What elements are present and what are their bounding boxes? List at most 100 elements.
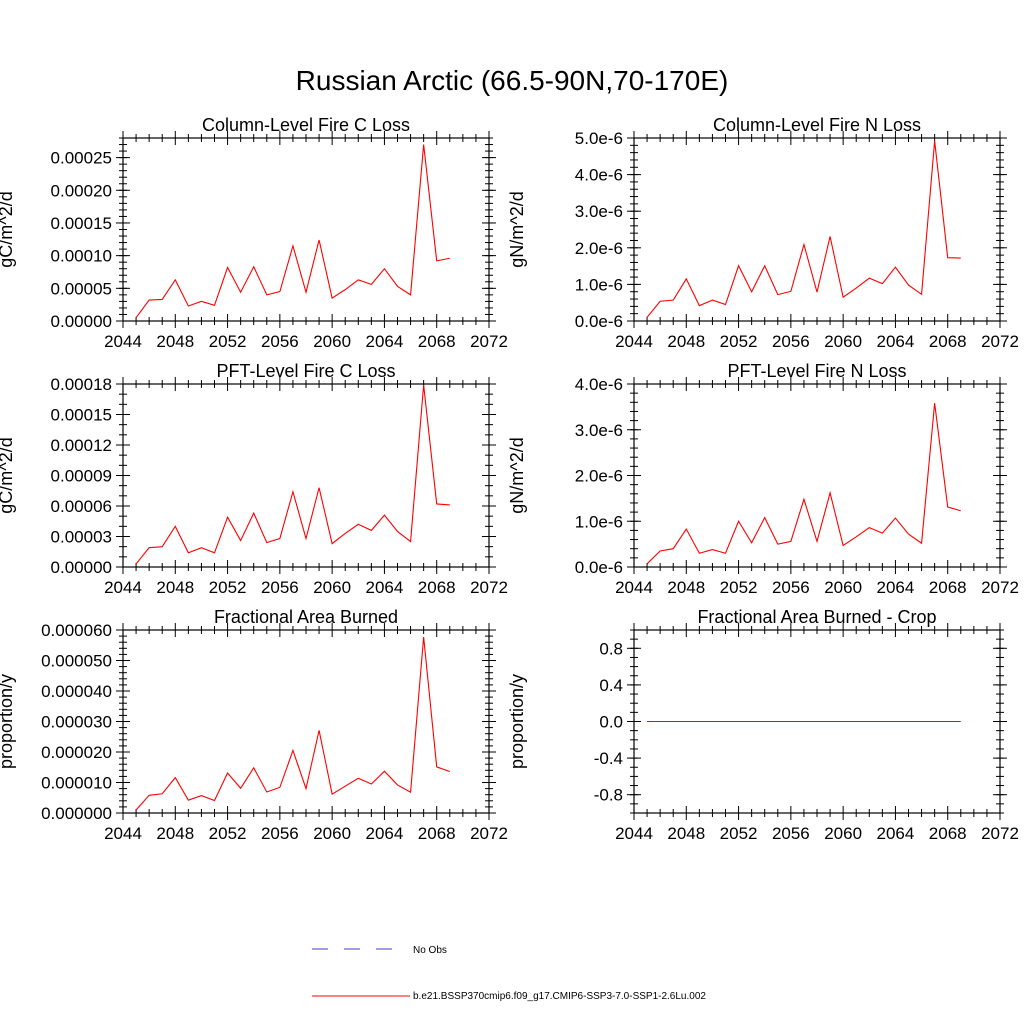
y-tick-label: 0.00010	[51, 247, 112, 266]
panel-2: Column-Level Fire N Loss gN/m^2/d 2044 2048…	[507, 115, 1019, 351]
x-tick-label: 2060	[313, 578, 351, 597]
y-tick-label: 5.0e-6	[575, 129, 623, 148]
y-tick-label: 0.00000	[51, 312, 112, 331]
y-tick-label: 0.00003	[51, 528, 112, 547]
x-tick-label: 2052	[209, 578, 247, 597]
y-tick-label: 0.8	[599, 639, 623, 658]
x-tick-label: 2056	[261, 578, 299, 597]
y-tick-label: 0.000050	[41, 652, 112, 671]
panel-title: Fractional Area Burned	[214, 607, 398, 627]
x-tick-label: 2072	[470, 824, 508, 843]
y-tick-label: 0.00018	[51, 375, 112, 394]
figure-title: Russian Arctic (66.5-90N,70-170E)	[296, 65, 729, 96]
y-axis-label: gN/m^2/d	[507, 191, 527, 267]
y-axis-label: gN/m^2/d	[507, 437, 527, 513]
x-tick-label: 2056	[772, 824, 810, 843]
y-tick-label: 2.0e-6	[575, 239, 623, 258]
x-tick-label: 2048	[667, 332, 705, 351]
x-tick-label: 2064	[366, 578, 404, 597]
series-line	[646, 403, 961, 565]
y-tick-label: 4.0e-6	[575, 166, 623, 185]
y-axis-label: gC/m^2/d	[0, 191, 16, 267]
y-tick-label: 0.00006	[51, 497, 112, 516]
x-tick-label: 2068	[418, 578, 456, 597]
x-tick-label: 2048	[156, 824, 194, 843]
x-tick-label: 2072	[470, 332, 508, 351]
x-tick-label: 2064	[877, 824, 915, 843]
y-tick-label: 0.00025	[51, 149, 112, 168]
y-tick-label: 3.0e-6	[575, 421, 623, 440]
x-tick-label: 2072	[981, 824, 1019, 843]
x-tick-label: 2056	[261, 332, 299, 351]
panel-title: Fractional Area Burned - Crop	[697, 607, 936, 627]
x-tick-label: 2052	[720, 824, 758, 843]
y-tick-label: 1.0e-6	[575, 275, 623, 294]
panel-5: Fractional Area Burned proportion/y 2044 20…	[0, 607, 508, 843]
x-tick-label: 2044	[615, 824, 653, 843]
x-tick-label: 2068	[418, 332, 456, 351]
y-axis-label: proportion/y	[0, 674, 16, 769]
legend-label-run: b.e21.BSSP370cmip6.f09_g17.CMIP6-SSP3-7.…	[413, 991, 706, 1002]
y-tick-label: 0.0	[599, 713, 623, 732]
x-tick-label: 2072	[981, 332, 1019, 351]
x-tick-label: 2064	[877, 578, 915, 597]
y-tick-label: 1.0e-6	[575, 512, 623, 531]
x-tick-label: 2056	[772, 578, 810, 597]
y-tick-label: -0.4	[594, 749, 623, 768]
x-tick-label: 2068	[929, 332, 967, 351]
y-tick-label: 0.000030	[41, 713, 112, 732]
x-tick-label: 2044	[104, 824, 142, 843]
x-tick-label: 2060	[824, 824, 862, 843]
x-tick-label: 2044	[615, 332, 653, 351]
y-tick-label: 2.0e-6	[575, 467, 623, 486]
series-line	[646, 140, 961, 318]
x-tick-label: 2052	[720, 578, 758, 597]
panel-4: PFT-Level Fire N Loss gN/m^2/d 2044 2048 205…	[507, 361, 1019, 597]
x-tick-label: 2068	[929, 824, 967, 843]
y-axis-label: gC/m^2/d	[0, 437, 16, 513]
legend: No Obs b.e21.BSSP370cmip6.f09_g17.CMIP6-S…	[312, 945, 706, 1002]
x-tick-label: 2060	[313, 824, 351, 843]
x-tick-label: 2052	[209, 824, 247, 843]
panel-title: Column-Level Fire C Loss	[202, 115, 410, 135]
y-tick-label: 0.00015	[51, 214, 112, 233]
series-line	[135, 384, 450, 565]
x-tick-label: 2064	[877, 332, 915, 351]
y-tick-label: 0.00020	[51, 181, 112, 200]
x-tick-label: 2068	[929, 578, 967, 597]
y-tick-label: 0.000010	[41, 774, 112, 793]
x-tick-label: 2048	[667, 578, 705, 597]
panel-6: Fractional Area Burned - Crop proportion/…	[507, 607, 1019, 843]
y-tick-label: 0.00000	[51, 558, 112, 577]
y-axis-label: proportion/y	[507, 674, 527, 769]
x-tick-label: 2044	[615, 578, 653, 597]
x-tick-label: 2072	[470, 578, 508, 597]
x-tick-label: 2056	[772, 332, 810, 351]
x-tick-label: 2056	[261, 824, 299, 843]
y-tick-label: 0.0e-6	[575, 558, 623, 577]
y-tick-label: 0.00012	[51, 436, 112, 455]
panel-title: PFT-Level Fire C Loss	[216, 361, 395, 381]
y-tick-label: 0.000040	[41, 682, 112, 701]
x-tick-label: 2044	[104, 332, 142, 351]
y-tick-label: 0.000020	[41, 743, 112, 762]
x-tick-label: 2060	[313, 332, 351, 351]
y-tick-label: -0.8	[594, 786, 623, 805]
y-tick-label: 0.000060	[41, 621, 112, 640]
y-tick-label: 0.4	[599, 676, 623, 695]
x-tick-label: 2064	[366, 332, 404, 351]
panel-3: PFT-Level Fire C Loss gC/m^2/d 2044 2048 205…	[0, 361, 508, 597]
x-tick-label: 2052	[720, 332, 758, 351]
x-tick-label: 2052	[209, 332, 247, 351]
series-line	[135, 144, 450, 319]
x-tick-label: 2060	[824, 332, 862, 351]
x-tick-label: 2068	[418, 824, 456, 843]
x-tick-label: 2072	[981, 578, 1019, 597]
y-tick-label: 0.00009	[51, 467, 112, 486]
panel-1: Column-Level Fire C Loss gC/m^2/d 2044 2048…	[0, 115, 508, 351]
y-tick-label: 0.00005	[51, 279, 112, 298]
y-tick-label: 4.0e-6	[575, 375, 623, 394]
x-tick-label: 2044	[104, 578, 142, 597]
series-line	[135, 636, 450, 811]
